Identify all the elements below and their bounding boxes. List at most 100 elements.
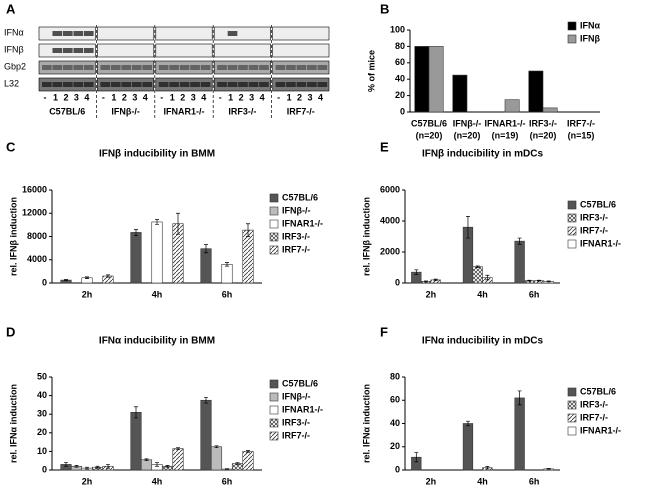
gel-band — [73, 48, 84, 53]
gel-strip — [272, 43, 330, 58]
legend-label: C57BL/6 — [580, 386, 616, 396]
y-tick-label: 60 — [395, 57, 405, 67]
error-bar — [546, 280, 551, 283]
gel-band — [275, 65, 286, 70]
x-tick-label: 2h — [82, 476, 93, 486]
error-bar — [465, 216, 470, 239]
x-tick-sublabel: (n=20) — [530, 130, 557, 140]
gel-band — [259, 82, 269, 87]
x-tick-label: 6h — [529, 289, 540, 299]
error-bar — [134, 229, 138, 236]
error-bar — [465, 420, 470, 427]
bar — [504, 99, 520, 113]
lane-label: 1 — [170, 92, 175, 102]
error-bar — [414, 269, 419, 275]
gel-band — [296, 65, 307, 70]
legend-label: IRF7-/- — [282, 430, 310, 440]
gel-band — [179, 82, 190, 87]
error-bar — [176, 447, 180, 450]
gel-band — [62, 65, 73, 70]
gel-band — [83, 31, 94, 36]
panel-letter: C — [6, 139, 16, 154]
lane-label: 3 — [249, 92, 254, 102]
error-bar — [176, 212, 180, 235]
legend-label: IRF3-/- — [580, 212, 608, 222]
panel-letter: F — [380, 324, 388, 339]
panel-letter: E — [380, 139, 389, 154]
gel-band — [100, 65, 111, 70]
error-bar — [235, 462, 240, 465]
gel-band — [52, 31, 63, 36]
legend-swatch — [567, 34, 577, 44]
x-tick-label: 6h — [222, 289, 233, 299]
gel-band — [62, 31, 73, 36]
x-tick-sublabel: (n=15) — [568, 130, 595, 140]
legend-swatch — [269, 206, 279, 216]
lane-label: 2 — [122, 92, 127, 102]
x-tick-sublabel: (n=20) — [454, 130, 481, 140]
bar — [242, 451, 254, 471]
gel-band — [238, 65, 248, 70]
gel-strip — [155, 26, 213, 41]
legend-swatch — [567, 239, 577, 249]
legend-swatch — [567, 226, 577, 236]
error-bar — [246, 450, 250, 453]
lane-label: 1 — [228, 92, 233, 102]
panel-letter: B — [380, 1, 389, 16]
y-tick-label: 0 — [395, 277, 400, 287]
gel-band — [227, 31, 238, 36]
lane-label: 4 — [143, 92, 148, 102]
gel-band — [227, 82, 238, 87]
y-tick-label: 0 — [395, 464, 400, 474]
gel-band — [142, 82, 152, 87]
lane-label: 2 — [239, 92, 244, 102]
gel-band — [217, 82, 227, 87]
lane-label: 2 — [297, 92, 302, 102]
bar — [200, 248, 212, 284]
bar — [172, 448, 184, 471]
bar — [151, 221, 163, 284]
gel-band — [158, 82, 169, 87]
gel-band — [259, 65, 269, 70]
x-tick-label: 4h — [152, 289, 163, 299]
gel-row-label: IFNα — [4, 27, 24, 37]
legend-label: IFNβ-/- — [282, 205, 311, 215]
y-tick-label: 12000 — [22, 208, 47, 218]
gel-band — [169, 82, 179, 87]
error-bar — [546, 468, 551, 470]
legend-swatch — [269, 405, 279, 415]
gel-band — [100, 82, 111, 87]
error-bar — [85, 276, 89, 279]
group-label: C57BL/6 — [49, 106, 85, 116]
gel-band — [317, 82, 328, 87]
y-tick-label: 4000 — [380, 215, 400, 225]
group-label: IRF7-/- — [287, 106, 315, 116]
error-bar — [517, 390, 522, 406]
gel-band — [307, 65, 317, 70]
error-bar — [144, 458, 149, 462]
gel-band — [73, 82, 84, 87]
legend-label: IFNAR1-/- — [580, 425, 621, 435]
gel-band — [238, 82, 248, 87]
gel-strip — [213, 26, 271, 41]
lane-label: 4 — [318, 92, 323, 102]
gel-row-label: L32 — [4, 78, 19, 88]
legend-label: IRF3-/- — [282, 417, 310, 427]
lane-label: 4 — [84, 92, 89, 102]
lane-label: - — [160, 92, 163, 102]
gel-strip — [213, 43, 271, 58]
error-bar — [433, 278, 438, 282]
legend-label: IRF7-/- — [282, 244, 310, 254]
error-bar — [64, 462, 68, 467]
lane-label: 3 — [132, 92, 137, 102]
y-tick-label: 10 — [37, 446, 47, 456]
lane-label: 2 — [180, 92, 185, 102]
bar — [242, 229, 254, 284]
chart-title: IFNα inducibility in BMM — [99, 336, 215, 347]
gel-band — [296, 82, 307, 87]
x-tick-label: 6h — [222, 476, 233, 486]
y-tick-label: 20 — [37, 427, 47, 437]
y-tick-label: 60 — [390, 395, 400, 405]
legend-swatch — [269, 392, 279, 402]
legend-swatch — [567, 200, 577, 210]
